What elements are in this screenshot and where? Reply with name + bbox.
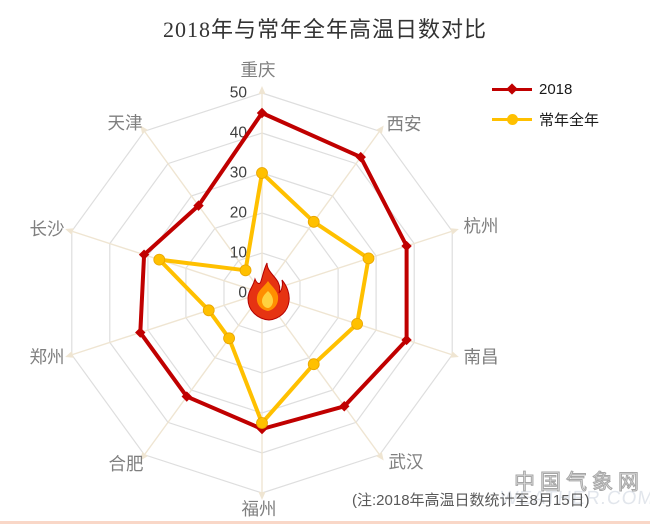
axis-label-1: 重庆 bbox=[241, 60, 276, 80]
axis-label-4: 南昌 bbox=[464, 347, 499, 367]
axis-label-9: 长沙 bbox=[30, 219, 65, 239]
axis-label-7: 合肥 bbox=[109, 454, 144, 474]
legend-marker-2018-icon bbox=[492, 82, 532, 96]
marker-diamond-icon bbox=[135, 327, 146, 338]
legend-label-normal: 常年全年 bbox=[539, 111, 600, 129]
axis-label-3: 杭州 bbox=[464, 216, 499, 236]
axis-arrow-icon bbox=[450, 351, 459, 358]
marker-diamond-icon bbox=[138, 249, 150, 260]
legend-marker-normal-icon bbox=[492, 112, 532, 126]
marker-diamond-icon bbox=[339, 401, 350, 412]
axis-spoke bbox=[144, 292, 263, 455]
legend: 2018 常年全年 bbox=[492, 78, 599, 138]
axis-arrow-icon bbox=[140, 125, 148, 135]
marker-circle-icon bbox=[256, 417, 268, 429]
axis-label-6: 福州 bbox=[242, 499, 277, 519]
axis-arrow-icon bbox=[258, 86, 266, 94]
axis-spoke bbox=[72, 292, 263, 356]
chart-title: 2018年与常年全年高温日数对比 bbox=[162, 17, 487, 42]
marker-diamond-icon bbox=[401, 334, 412, 346]
axis-label-5: 武汉 bbox=[389, 452, 424, 472]
axis-label-10: 天津 bbox=[108, 113, 143, 133]
marker-circle-icon bbox=[239, 264, 252, 277]
axis-label-8: 郑州 bbox=[30, 347, 65, 367]
marker-diamond-icon bbox=[256, 107, 268, 119]
legend-label-2018: 2018 bbox=[539, 80, 573, 98]
axis-arrow-icon bbox=[376, 451, 384, 461]
axis-arrow-icon bbox=[258, 492, 266, 500]
radial-tick-label: 0 bbox=[238, 285, 247, 302]
marker-circle-icon bbox=[153, 253, 166, 266]
axis-label-2: 西安 bbox=[387, 114, 422, 134]
legend-item-2018: 2018 bbox=[492, 78, 599, 100]
radial-tick-label: 20 bbox=[230, 205, 248, 222]
flame-icon bbox=[247, 262, 290, 321]
radial-tick-label: 30 bbox=[230, 165, 248, 182]
marker-diamond-icon bbox=[355, 151, 366, 163]
bottom-border-rule bbox=[0, 521, 650, 524]
footnote: (注:2018年高温日数统计至8月15日) bbox=[352, 492, 590, 509]
axis-arrow-icon bbox=[376, 125, 384, 135]
marker-circle-icon bbox=[223, 332, 235, 345]
marker-diamond-icon bbox=[193, 200, 204, 211]
flame-path bbox=[262, 291, 273, 308]
radial-tick-label: 50 bbox=[230, 85, 248, 102]
marker-diamond-icon bbox=[181, 391, 192, 402]
axis-arrow-icon bbox=[450, 228, 459, 235]
marker-diamond-icon bbox=[401, 240, 412, 252]
watermark: 中国气象网 bbox=[514, 471, 644, 495]
marker-circle-icon bbox=[307, 358, 320, 371]
axis-arrow-icon bbox=[65, 228, 74, 235]
marker-circle-icon bbox=[362, 252, 375, 265]
radial-tick-label: 10 bbox=[230, 245, 248, 262]
marker-circle-icon bbox=[351, 318, 364, 330]
marker-circle-icon bbox=[256, 167, 268, 179]
axis-spoke bbox=[261, 292, 380, 455]
axis-arrow-icon bbox=[65, 351, 74, 358]
legend-item-normal: 常年全年 bbox=[492, 108, 599, 130]
marker-circle-icon bbox=[307, 215, 320, 228]
marker-circle-icon bbox=[202, 304, 215, 317]
axis-arrow-icon bbox=[140, 451, 148, 461]
axis-spoke bbox=[261, 230, 452, 294]
